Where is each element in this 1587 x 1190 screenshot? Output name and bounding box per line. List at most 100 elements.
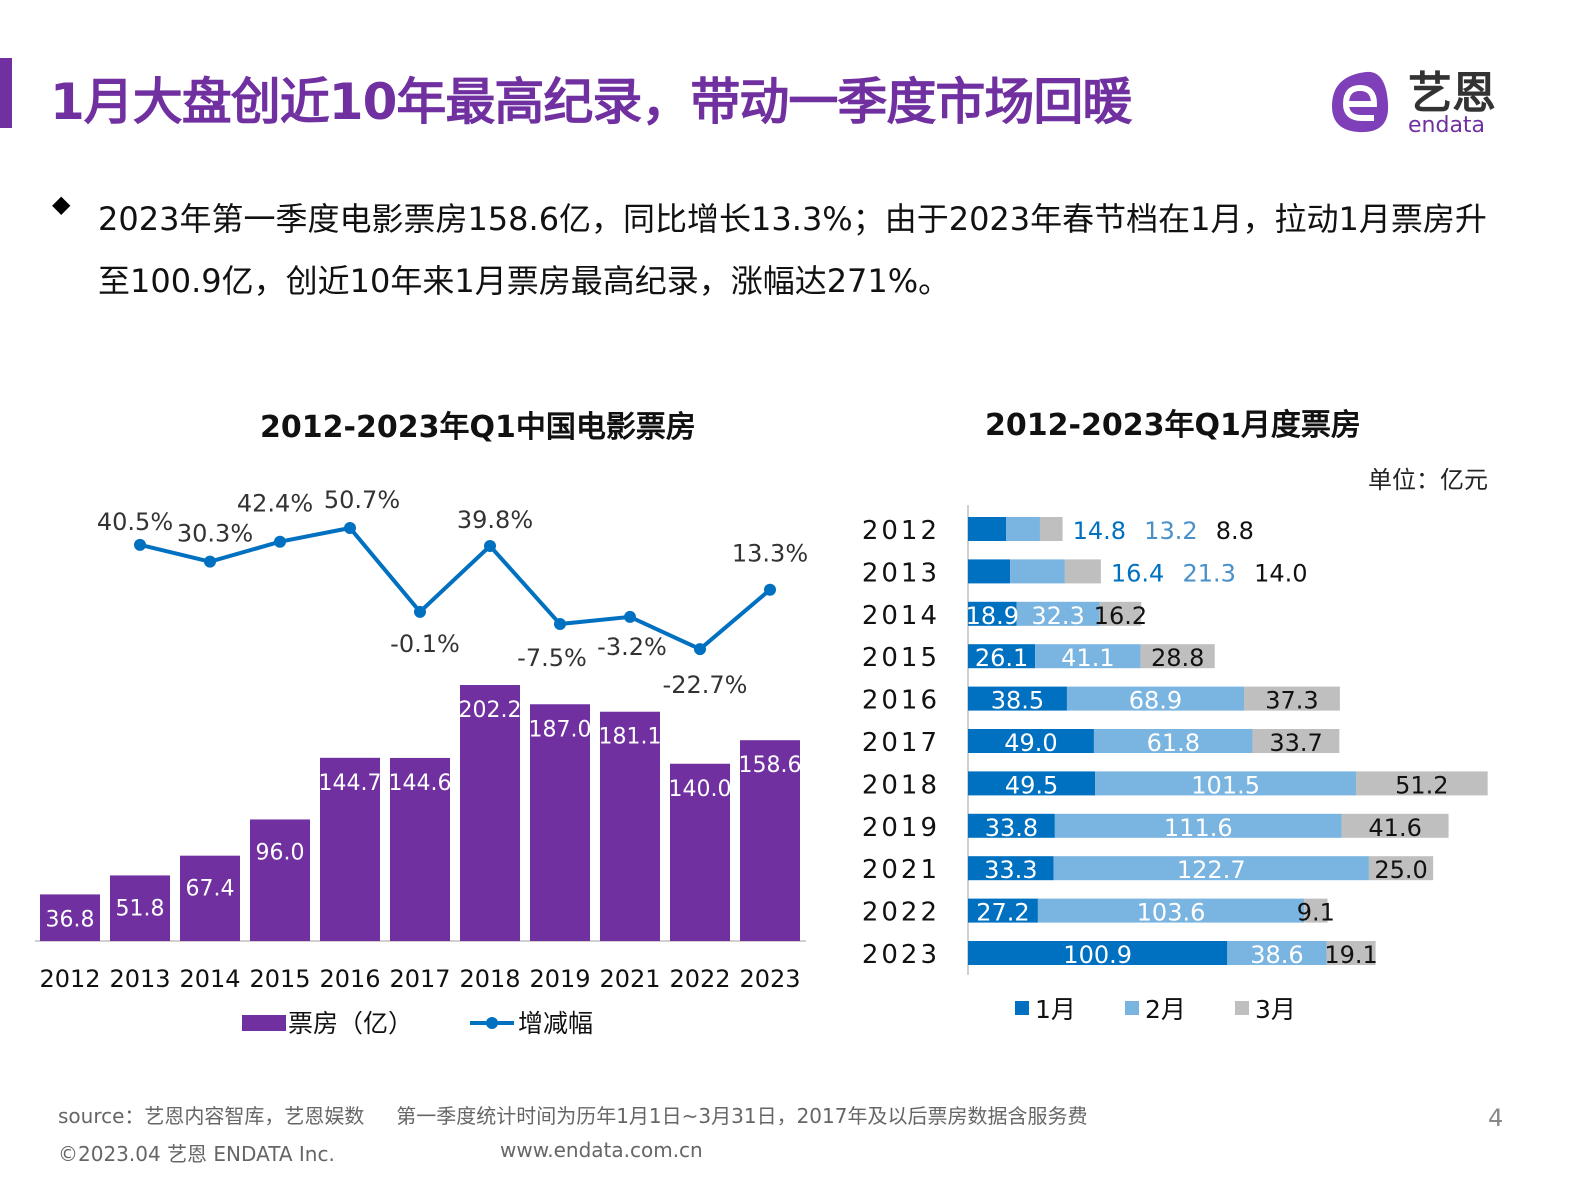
x-tick-label: 2014 <box>179 965 240 993</box>
growth-label: 40.5% <box>97 508 173 536</box>
bar-segment-1月 <box>968 729 1094 753</box>
bar-segment-3月 <box>1304 898 1328 923</box>
segment-label: 9.1 <box>1297 899 1335 927</box>
title-accent-bar <box>0 58 12 128</box>
bar-segment-3月 <box>1039 517 1063 541</box>
bar <box>40 894 100 941</box>
legend-swatch <box>1235 1001 1249 1015</box>
segment-label: 28.8 <box>1151 644 1204 672</box>
legend-line-marker <box>486 1017 498 1029</box>
y-tick-label: 2014 <box>862 601 940 631</box>
segment-label: 41.6 <box>1368 814 1421 842</box>
bar <box>530 704 590 941</box>
svg-text:艺恩: 艺恩 <box>1408 68 1496 119</box>
bar-segment-1月 <box>968 644 1036 669</box>
segment-label: 14.8 <box>1073 517 1126 545</box>
growth-label: 39.8% <box>457 506 533 534</box>
segment-label: 38.6 <box>1250 941 1303 969</box>
bar-segment-3月 <box>1244 686 1340 711</box>
bar-segment-2月 <box>1227 941 1327 965</box>
bar-label: 202.2 <box>459 698 522 723</box>
bar-label: 187.0 <box>529 717 592 742</box>
bar-label: 140.0 <box>669 777 732 802</box>
segment-label: 68.9 <box>1129 687 1182 715</box>
bar-label: 67.4 <box>186 877 235 902</box>
segment-label: 13.2 <box>1144 517 1197 545</box>
growth-label: 30.3% <box>177 520 253 548</box>
svg-text:endata: endata <box>1408 113 1485 136</box>
growth-point <box>204 555 216 568</box>
segment-label: 27.2 <box>976 899 1029 927</box>
bar-segment-1月 <box>968 856 1054 881</box>
segment-label: 18.9 <box>966 602 1019 630</box>
growth-label: -22.7% <box>663 671 748 699</box>
bar-label: 96.0 <box>256 840 305 865</box>
legend-bar-label: 票房（亿） <box>288 1009 413 1038</box>
bar-segment-3月 <box>1099 601 1142 626</box>
bar-segment-3月 <box>1356 771 1488 796</box>
segment-label: 103.6 <box>1137 899 1206 927</box>
legend-bar-swatch <box>242 1015 286 1031</box>
segment-label: 21.3 <box>1182 559 1235 587</box>
segment-label: 49.5 <box>1005 771 1058 799</box>
x-tick-label: 2021 <box>599 965 660 993</box>
growth-point <box>624 610 636 623</box>
bar-segment-3月 <box>1326 941 1376 965</box>
growth-point <box>694 643 706 656</box>
segment-label: 61.8 <box>1147 729 1200 757</box>
bar-label: 36.8 <box>46 907 95 932</box>
legend-label: 3月 <box>1255 995 1296 1024</box>
growth-label: -7.5% <box>517 644 587 672</box>
segment-label: 38.5 <box>991 687 1044 715</box>
x-tick-label: 2016 <box>319 965 380 993</box>
bar <box>600 711 660 941</box>
segment-label: 51.2 <box>1395 771 1448 799</box>
page-title: 1月大盘创近10年最高纪录，带动一季度市场回暖 <box>50 73 1132 131</box>
bar-segment-3月 <box>1341 813 1449 838</box>
y-tick-label: 2016 <box>862 686 940 716</box>
bar-segment-2月 <box>1095 771 1357 796</box>
growth-point <box>134 538 146 551</box>
bar-segment-1月 <box>968 559 1011 584</box>
segment-label: 33.8 <box>985 814 1038 842</box>
growth-line <box>139 525 772 652</box>
segment-label: 41.1 <box>1061 644 1114 672</box>
bar-segment-2月 <box>1066 686 1245 711</box>
x-tick-label: 2013 <box>109 965 170 993</box>
bar-segment-3月 <box>1252 729 1340 753</box>
y-tick-label: 2012 <box>862 516 940 546</box>
bar <box>670 763 730 941</box>
segment-label: 16.4 <box>1111 559 1164 587</box>
segment-label: 37.3 <box>1265 687 1318 715</box>
legend-line-label: 增减幅 <box>518 1009 593 1038</box>
y-tick-label: 2013 <box>862 558 940 588</box>
growth-point <box>484 539 496 552</box>
bar-segment-3月 <box>1368 856 1434 881</box>
segment-label: 14.0 <box>1254 559 1307 587</box>
x-tick-label: 2012 <box>39 965 100 993</box>
growth-label: -0.1% <box>390 630 460 658</box>
bar-segment-2月 <box>1010 559 1065 584</box>
unit-label: 单位：亿元 <box>1368 466 1488 494</box>
left-chart-title: 2012-2023年Q1中国电影票房 <box>260 410 696 445</box>
segment-label: 49.0 <box>1004 729 1057 757</box>
bar-segment-2月 <box>1054 813 1342 838</box>
growth-label: 13.3% <box>732 540 808 568</box>
bar-segment-2月 <box>1035 644 1141 669</box>
segment-label: 33.3 <box>984 856 1037 884</box>
segment-label: 122.7 <box>1177 856 1246 884</box>
page-number: 4 <box>1488 1104 1504 1132</box>
x-tick-label: 2019 <box>529 965 590 993</box>
bar-segment-2月 <box>1093 729 1253 753</box>
box-office-chart: 36.8 2012 51.8 2013 67.4 2014 96.0 2015 144.7 201… <box>35 486 808 1038</box>
segment-label: 111.6 <box>1164 814 1233 842</box>
y-tick-label: 2019 <box>862 813 940 843</box>
x-tick-label: 2023 <box>739 965 800 993</box>
bar-segment-2月 <box>1037 898 1305 923</box>
growth-point <box>414 605 426 618</box>
segment-label: 32.3 <box>1031 602 1084 630</box>
growth-point <box>344 522 356 534</box>
segment-label: 101.5 <box>1191 771 1260 799</box>
summary-text: 2023年第一季度电影票房158.6亿，同比增长13.3%；由于2023年春节档… <box>98 200 1487 300</box>
website-link[interactable]: www.endata.com.cn <box>500 1138 703 1162</box>
